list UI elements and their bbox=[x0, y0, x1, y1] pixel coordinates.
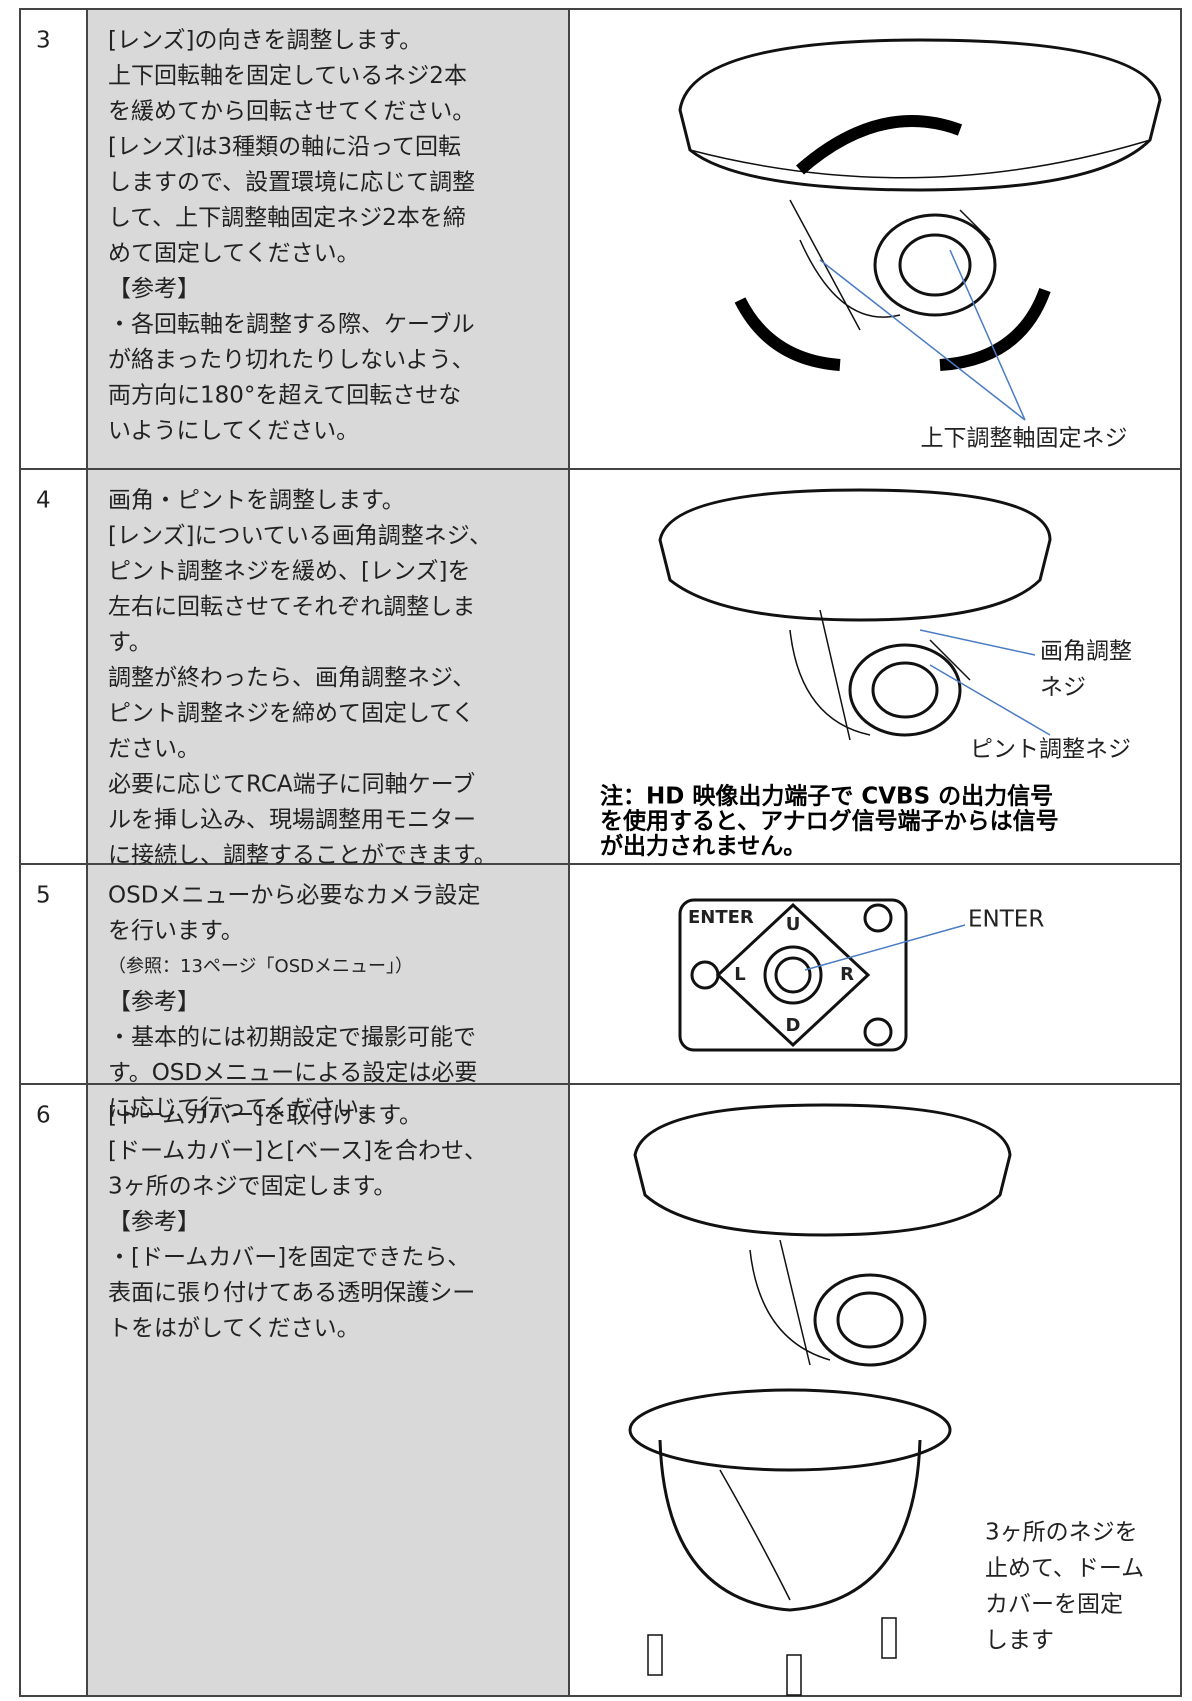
figure-osd-button: ENTER U L R D ENTER bbox=[678, 898, 1044, 1052]
instruction-line: す。 bbox=[108, 630, 152, 656]
instruction-line: ピント調整ネジを締めて固定してく bbox=[108, 701, 475, 727]
instruction-line: に接続し、調整することができます。 bbox=[108, 843, 497, 869]
figure-lens-rotate: 上下調整軸固定ネジ bbox=[678, 38, 1162, 452]
instruction-line: 【参考】 bbox=[108, 276, 200, 302]
note: が出力されません。 bbox=[600, 833, 806, 860]
instruction-line: 【参考】 bbox=[108, 1209, 200, 1235]
note: を使用すると、アナログ信号端子からは信号 bbox=[600, 808, 1059, 835]
instruction-line: 上下回転軸を固定しているネジ2本 bbox=[108, 63, 467, 89]
instruction-line: して、上下調整軸固定ネジ2本を締 bbox=[108, 205, 466, 231]
instruction-line: 【参考】 bbox=[108, 989, 200, 1015]
button-label: L bbox=[734, 964, 745, 985]
step-number: 4 bbox=[36, 488, 51, 514]
instruction-line: に応じて行ってください。 bbox=[108, 1096, 382, 1122]
instruction-line: を緩めてから回転させてください。 bbox=[108, 99, 475, 125]
instruction-line: ピント調整ネジを緩め、[レンズ]を bbox=[108, 559, 471, 585]
figure-label: 3ヶ所のネジを bbox=[985, 1520, 1138, 1546]
figure-label: 画角調整 bbox=[1040, 639, 1132, 665]
instruction-line: [レンズ]についている画角調整ネジ、 bbox=[108, 523, 492, 549]
instruction-line: ルを挿し込み、現場調整用モニター bbox=[108, 807, 476, 833]
instruction-line: 調整が終わったら、画角調整ネジ、 bbox=[108, 665, 475, 691]
instruction-line: しますので、設置環境に応じて調整 bbox=[108, 170, 475, 196]
instruction-line: 画角・ピントを調整します。 bbox=[108, 488, 405, 514]
step-number: 3 bbox=[36, 28, 51, 54]
button-label: R bbox=[840, 964, 854, 985]
button-label: D bbox=[786, 1015, 801, 1036]
figure-label: ENTER bbox=[968, 907, 1044, 933]
figure-label: 上下調整軸固定ネジ bbox=[921, 426, 1128, 452]
instruction-line: [ドームカバー]を取付けます。 bbox=[108, 1103, 422, 1129]
button-label: ENTER bbox=[688, 907, 754, 928]
instruction-line: を行います。 bbox=[108, 918, 244, 944]
instruction-line: ・[ドームカバー]を固定できたら、 bbox=[108, 1245, 470, 1271]
instruction-line: が絡まったり切れたりしないよう、 bbox=[108, 347, 475, 373]
instruction-line: 左右に回転させてそれぞれ調整しま bbox=[108, 594, 475, 620]
instruction-line: トをはがしてください。 bbox=[108, 1316, 360, 1342]
instruction-line: ・基本的には初期設定で撮影可能で bbox=[108, 1025, 476, 1051]
instruction-line: 必要に応じてRCA端子に同軸ケーブ bbox=[108, 772, 475, 798]
figure-label: カバーを固定 bbox=[985, 1592, 1123, 1618]
figure-dome-cover: 3ヶ所のネジを 止めて、ドーム カバーを固定 します bbox=[628, 1103, 1144, 1696]
figure-label: します bbox=[985, 1628, 1054, 1654]
instruction-line: [レンズ]の向きを調整します。 bbox=[108, 28, 422, 54]
instruction-line: [レンズ]は3種類の軸に沿って回転 bbox=[108, 134, 461, 160]
figure-label: ピント調整ネジ bbox=[970, 737, 1131, 763]
instruction-line: 両方向に180°を超えて回転させな bbox=[108, 383, 461, 409]
instruction-line: [ドームカバー]と[ベース]を合わせ、 bbox=[108, 1138, 487, 1164]
figure-lens-adjust: 画角調整 ネジ ピント調整ネジ 注：HD 映像出力端子で CVBS の出力信号 … bbox=[600, 488, 1132, 860]
figure-label: 止めて、ドーム bbox=[985, 1556, 1144, 1582]
table-background bbox=[19, 8, 1182, 1697]
note: 注：HD 映像出力端子で CVBS の出力信号 bbox=[600, 783, 1053, 810]
instruction-line: （参照：13ページ「OSDメニュー」） bbox=[108, 956, 413, 977]
instruction-line: ・各回転軸を調整する際、ケーブル bbox=[108, 312, 475, 338]
instruction-line: ださい。 bbox=[108, 736, 200, 762]
step-number: 6 bbox=[36, 1103, 51, 1129]
instruction-line: いようにしてください。 bbox=[108, 418, 359, 444]
figure-label: ネジ bbox=[1040, 675, 1086, 701]
step-number: 5 bbox=[36, 883, 51, 909]
button-label: U bbox=[786, 914, 801, 935]
instruction-line: 表面に張り付けてある透明保護シー bbox=[108, 1280, 475, 1306]
instruction-line: す。OSDメニューによる設定は必要 bbox=[108, 1060, 477, 1086]
instruction-line: OSDメニューから必要なカメラ設定 bbox=[108, 883, 480, 909]
instruction-line: めて固定してください。 bbox=[108, 241, 360, 267]
instruction-line: 3ヶ所のネジで固定します。 bbox=[108, 1174, 396, 1200]
